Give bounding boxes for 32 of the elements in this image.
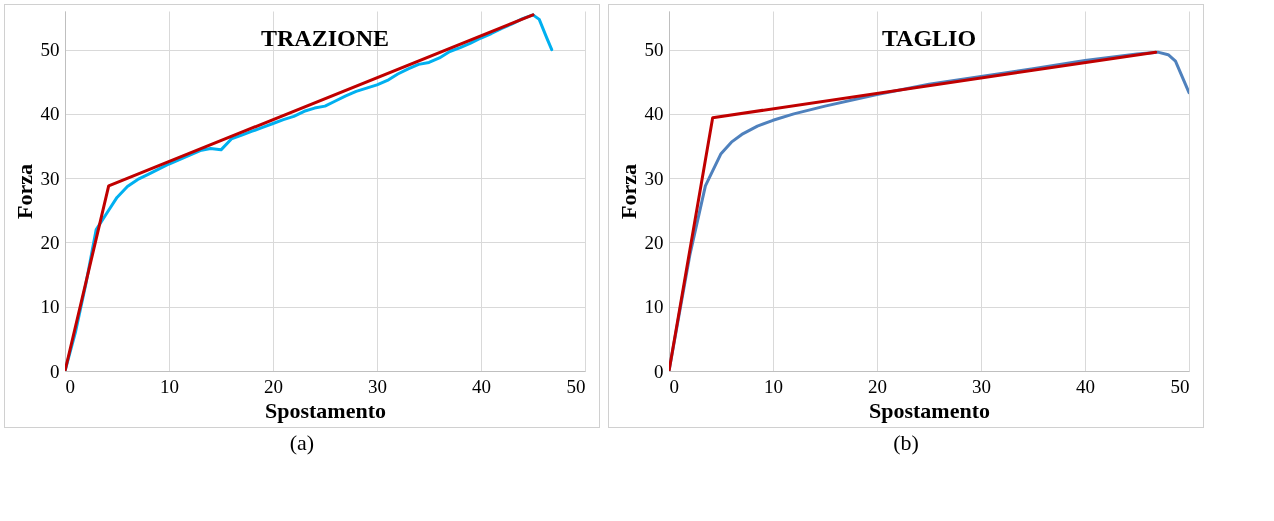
y-tick-label: 0 xyxy=(654,360,664,382)
text: TAGLIO xyxy=(881,25,977,51)
text: TRAZIONE xyxy=(260,25,390,51)
x-tick-label: 40 xyxy=(472,375,491,397)
y-tick-label: 40 xyxy=(40,103,60,125)
x-tick-label: 0 xyxy=(669,375,679,397)
x-tick-label: 30 xyxy=(972,375,991,397)
x-tick-label: 30 xyxy=(368,375,387,397)
y-tick-label: 20 xyxy=(644,231,664,253)
y-tick-label: 20 xyxy=(40,231,60,253)
y-tick-label: 10 xyxy=(40,296,60,318)
x-axis-title: Spostamento xyxy=(264,397,387,423)
x-tick-label: 10 xyxy=(764,375,783,397)
y-tick-label: 40 xyxy=(644,103,664,125)
y-tick-label: 30 xyxy=(40,167,60,189)
x-tick-label: 20 xyxy=(868,375,887,397)
y-tick-label: 30 xyxy=(644,167,664,189)
text: (b) xyxy=(893,430,919,456)
x-tick-label: 0 xyxy=(65,375,75,397)
x-tick-label: 40 xyxy=(1076,375,1095,397)
y-axis-title: Forza xyxy=(11,164,37,219)
y-axis-title: Forza xyxy=(615,164,641,219)
x-tick-label: 50 xyxy=(1170,375,1190,397)
x-tick-label: 50 xyxy=(566,375,586,397)
x-tick-label: 20 xyxy=(264,375,283,397)
y-tick-label: 10 xyxy=(644,296,664,318)
x-tick-label: 10 xyxy=(160,375,179,397)
text: (a) xyxy=(289,430,315,456)
y-tick-label: 50 xyxy=(40,39,60,61)
x-axis-title: Spostamento xyxy=(868,397,991,423)
y-tick-label: 0 xyxy=(50,360,60,382)
y-tick-label: 50 xyxy=(644,39,664,61)
